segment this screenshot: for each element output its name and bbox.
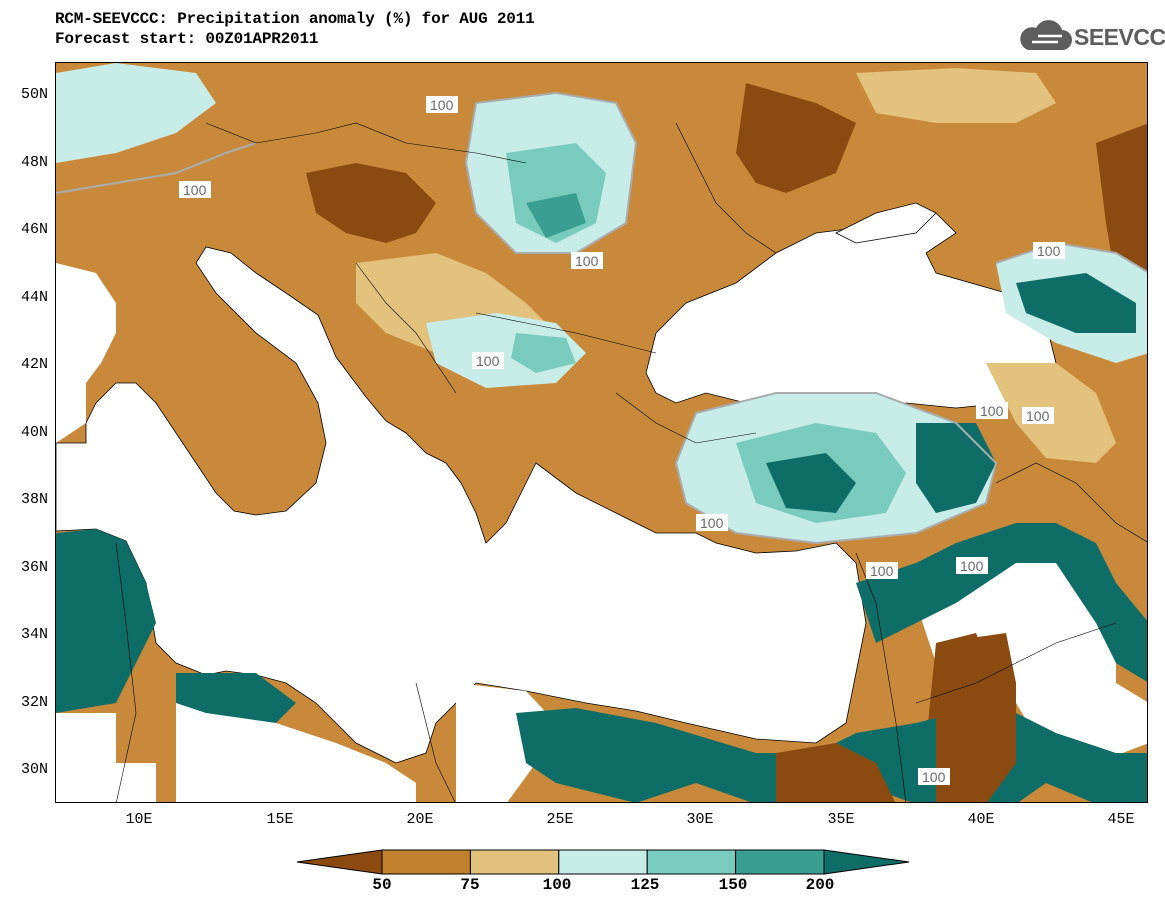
colorbar-segment <box>646 849 737 875</box>
lat-label: 30N <box>20 761 48 778</box>
colorbar-tick-label: 100 <box>542 876 572 894</box>
contour-label: 100 <box>700 515 724 531</box>
contour-label: 100 <box>183 182 207 198</box>
desert-nodata-west <box>56 713 156 802</box>
wet-patch-dark <box>916 423 996 513</box>
contour-label: 100 <box>922 769 946 785</box>
wet-patch-light <box>56 63 216 163</box>
lat-label: 36N <box>20 559 48 576</box>
mediterranean-sea <box>56 246 867 764</box>
lat-label: 32N <box>20 694 48 711</box>
forecast-start: Forecast start: 00Z01APR2011 <box>55 30 319 48</box>
lon-label: 10E <box>125 811 153 828</box>
lat-label: 34N <box>20 626 48 643</box>
contour-100 <box>674 392 998 545</box>
lat-label: 38N <box>20 491 48 508</box>
lat-label: 46N <box>20 221 48 238</box>
colorbar-segment-high <box>823 849 910 875</box>
colorbar-tick-label: 150 <box>718 876 748 894</box>
lon-label: 45E <box>1107 811 1135 828</box>
dry-patch <box>1096 123 1147 283</box>
contour-label: 100 <box>430 97 454 113</box>
lon-label: 30E <box>686 811 714 828</box>
azov-sea <box>835 202 937 244</box>
normal-patch <box>856 68 1056 123</box>
colorbar-segment <box>558 849 648 875</box>
contour-100 <box>995 241 1147 273</box>
dry-patch <box>776 743 896 802</box>
lat-label: 50N <box>20 86 48 103</box>
colorbar-tick-label: 200 <box>805 876 835 894</box>
contour-label: 100 <box>1026 408 1050 424</box>
contour-label: 100 <box>980 403 1004 419</box>
colorbar-segment <box>381 849 471 875</box>
seevccc-logo: SEEVCCC <box>1018 20 1165 56</box>
wet-patch-dark <box>526 193 586 238</box>
contour-100 <box>464 91 638 254</box>
contour-labels: 100 100 100 100 100 100 100 100 100 100 … <box>179 96 1065 785</box>
contour-label: 100 <box>870 563 894 579</box>
wet-band-south <box>176 673 296 723</box>
wet-patch-mid <box>511 333 576 373</box>
tyrrhenian-sea <box>56 263 116 443</box>
logo-text: SEEVCCC <box>1074 24 1165 50</box>
lon-label: 40E <box>967 811 995 828</box>
lat-label: 48N <box>20 154 48 171</box>
lat-label: 40N <box>20 424 48 441</box>
colorbar-segment-low <box>296 849 383 875</box>
dry-patch <box>306 163 436 243</box>
colorbar <box>296 849 910 875</box>
lon-label: 15E <box>266 811 294 828</box>
wet-band-east <box>856 523 1147 682</box>
lat-label: 44N <box>20 289 48 306</box>
map-canvas: 100 100 100 100 100 100 100 100 100 100 … <box>56 63 1147 802</box>
colorbar-tick-label: 50 <box>372 876 392 894</box>
anomaly-map: 100 100 100 100 100 100 100 100 100 100 … <box>55 62 1148 803</box>
colorbar-svg <box>296 849 910 875</box>
colorbar-tick-label: 75 <box>460 876 480 894</box>
cloud-icon <box>1020 20 1072 50</box>
colorbar-segment <box>735 849 825 875</box>
lon-label: 25E <box>546 811 574 828</box>
contour-label: 100 <box>476 353 500 369</box>
contour-label: 100 <box>575 253 599 269</box>
wet-patch-dark <box>1016 273 1136 333</box>
wet-patch-dark <box>766 453 856 513</box>
contour-100 <box>56 142 257 194</box>
dry-patch <box>736 83 856 193</box>
contour-label: 100 <box>960 558 984 574</box>
title-block: RCM-SEEVCCC: Precipitation anomaly (%) f… <box>55 9 535 49</box>
map-title: RCM-SEEVCCC: Precipitation anomaly (%) f… <box>55 10 535 28</box>
country-borders <box>115 122 1147 802</box>
dry-patch <box>936 633 1016 802</box>
lon-label: 35E <box>827 811 855 828</box>
lat-label: 42N <box>20 356 48 373</box>
colorbar-tick-label: 125 <box>630 876 660 894</box>
contour-label: 100 <box>1037 243 1061 259</box>
lon-label: 20E <box>406 811 434 828</box>
colorbar-segment <box>469 849 560 875</box>
